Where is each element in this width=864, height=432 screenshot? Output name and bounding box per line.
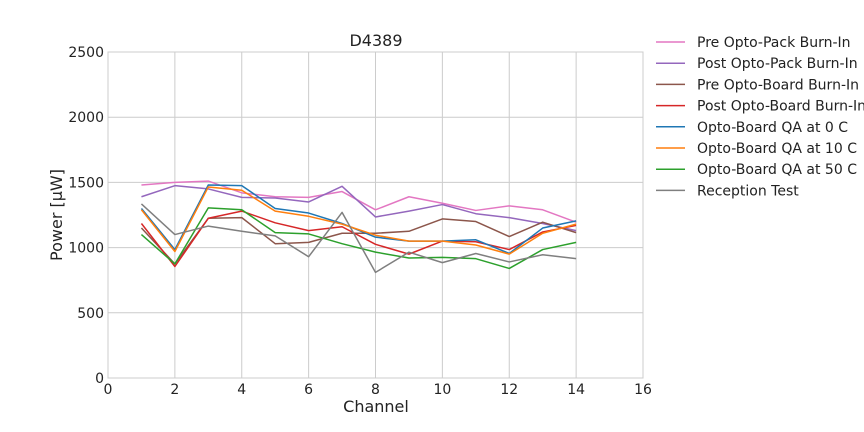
x-tick-label-7: 14 xyxy=(567,382,585,398)
y-tick-labels: 0 500 1000 1500 2000 2500 xyxy=(68,45,104,387)
legend-label-0: Pre Opto-Pack Burn-In xyxy=(697,35,851,51)
x-tick-label-8: 16 xyxy=(634,382,652,398)
legend-item-1: Post Opto-Pack Burn-In xyxy=(656,56,858,72)
x-tick-label-4: 8 xyxy=(371,382,380,398)
legend-item-4: Opto-Board QA at 0 C xyxy=(656,120,848,136)
x-tick-label-3: 6 xyxy=(304,382,313,398)
legend-label-4: Opto-Board QA at 0 C xyxy=(697,120,848,136)
x-tick-label-6: 12 xyxy=(500,382,518,398)
y-tick-label-0: 0 xyxy=(95,371,104,387)
series-line-3 xyxy=(140,210,577,268)
legend: Pre Opto-Pack Burn-In Post Opto-Pack Burn… xyxy=(656,35,864,199)
legend-item-6: Opto-Board QA at 50 C xyxy=(656,162,857,178)
y-axis-label: Power [µW] xyxy=(47,169,66,261)
y-tick-label-5: 2500 xyxy=(68,45,104,61)
series-lines xyxy=(140,180,577,274)
y-tick-label-3: 1500 xyxy=(68,175,104,191)
series-line-1 xyxy=(141,184,577,232)
x-axis-label: Channel xyxy=(343,397,409,416)
grid xyxy=(107,51,644,379)
legend-label-2: Pre Opto-Board Burn-In xyxy=(697,77,859,93)
plot-border xyxy=(107,51,644,379)
legend-item-3: Post Opto-Board Burn-In xyxy=(656,99,864,115)
chart-title: D4389 xyxy=(349,31,402,50)
x-tick-label-2: 4 xyxy=(237,382,246,398)
legend-item-2: Pre Opto-Board Burn-In xyxy=(656,77,859,93)
legend-item-7: Reception Test xyxy=(656,183,799,199)
legend-label-5: Opto-Board QA at 10 C xyxy=(697,141,857,157)
x-tick-label-5: 10 xyxy=(433,382,451,398)
legend-item-0: Pre Opto-Pack Burn-In xyxy=(656,35,851,51)
x-tick-label-1: 2 xyxy=(170,382,179,398)
x-tick-labels: 0 2 4 6 8 10 12 14 16 xyxy=(104,382,652,398)
series-line-2 xyxy=(140,216,577,265)
legend-label-7: Reception Test xyxy=(697,183,799,199)
legend-item-5: Opto-Board QA at 10 C xyxy=(656,141,857,157)
y-tick-label-1: 500 xyxy=(77,306,104,322)
legend-label-3: Post Opto-Board Burn-In xyxy=(697,99,864,115)
series-line-7 xyxy=(140,203,577,274)
y-tick-label-2: 1000 xyxy=(68,241,104,257)
legend-label-6: Opto-Board QA at 50 C xyxy=(697,162,857,178)
legend-label-1: Post Opto-Pack Burn-In xyxy=(697,56,858,72)
y-tick-label-4: 2000 xyxy=(68,110,104,126)
series-line-5 xyxy=(140,186,577,255)
x-tick-label-0: 0 xyxy=(104,382,113,398)
plot-frame xyxy=(107,51,644,379)
series-line-6 xyxy=(140,207,577,270)
